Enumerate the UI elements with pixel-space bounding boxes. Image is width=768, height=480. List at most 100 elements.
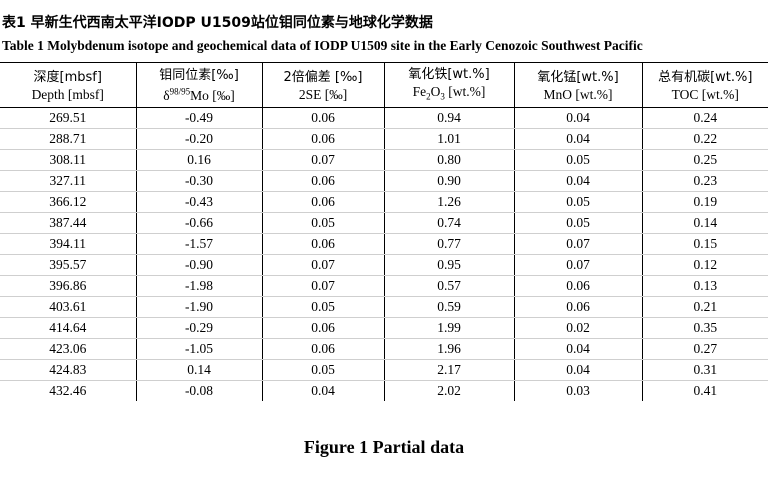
cell-2se: 0.05	[261, 359, 384, 381]
cell-depth: 403.61	[0, 296, 136, 318]
column-header-2se: 2倍偏差 [‰] 2SE [‰]	[261, 62, 384, 108]
cell-depth: 308.11	[0, 149, 136, 171]
column-header-mno: 氧化锰[wt.%] MnO [wt.%]	[513, 62, 642, 108]
table-row: 269.51 -0.49 0.06 0.94 0.04 0.24	[0, 107, 768, 129]
cell-mno: 0.07	[513, 233, 642, 255]
cell-2se: 0.06	[261, 338, 384, 360]
column-header-cn: 钼同位素[‰]	[159, 67, 239, 83]
column-header-fe2o3: 氧化铁[wt.%] Fe2O3 [wt.%]	[383, 62, 514, 108]
cell-2se: 0.06	[261, 191, 384, 213]
fe2o3-unit: [wt.%]	[444, 83, 486, 99]
cell-2se: 0.06	[261, 233, 384, 255]
o-subscript: 3	[440, 91, 445, 102]
cell-toc: 0.14	[641, 212, 768, 234]
cell-mo-isotope: -1.57	[135, 233, 262, 255]
fe-subscript: 2	[426, 91, 431, 102]
column-header-cn: 2倍偏差 [‰]	[283, 69, 363, 85]
column-header-cn: 深度[mbsf]	[33, 69, 102, 85]
cell-toc: 0.25	[641, 149, 768, 171]
cell-depth: 414.64	[0, 317, 136, 339]
table-title-english: Table 1 Molybdenum isotope and geochemic…	[2, 38, 643, 53]
column-header-mo-isotope: 钼同位素[‰] δ98/95Mo [‰]	[135, 62, 262, 108]
table-header-row: 深度[mbsf] Depth [mbsf] 钼同位素[‰] δ98/95Mo […	[0, 62, 768, 108]
table-row: 395.57 -0.90 0.07 0.95 0.07 0.12	[0, 254, 768, 276]
column-header-en: δ98/95Mo [‰]	[163, 86, 235, 104]
cell-mo-isotope: -0.43	[135, 191, 262, 213]
cell-depth: 395.57	[0, 254, 136, 276]
cell-mno: 0.05	[513, 212, 642, 234]
cell-toc: 0.24	[641, 107, 768, 129]
cell-2se: 0.05	[261, 212, 384, 234]
cell-toc: 0.35	[641, 317, 768, 339]
cell-mo-isotope: -0.29	[135, 317, 262, 339]
cell-toc: 0.19	[641, 191, 768, 213]
cell-2se: 0.06	[261, 128, 384, 150]
cell-fe2o3: 1.01	[383, 128, 514, 150]
cell-fe2o3: 0.94	[383, 107, 514, 129]
cell-depth: 432.46	[49, 383, 87, 398]
cell-2se: 0.07	[261, 254, 384, 276]
cell-mo-isotope: 0.14	[135, 359, 262, 381]
column-header-en: 2SE [‰]	[298, 86, 348, 102]
figure-caption: Figure 1 Partial data	[303, 437, 465, 457]
table-row: 432.46 -0.08 0.04 2.02 0.03 0.41	[0, 380, 768, 401]
delta-symbol: δ	[163, 88, 170, 104]
cell-fe2o3: 0.77	[383, 233, 514, 255]
table-row: 414.64 -0.29 0.06 1.99 0.02 0.35	[0, 317, 768, 339]
cell-mno: 0.02	[513, 317, 642, 339]
column-header-toc: 总有机碳[wt.%] TOC [wt.%]	[641, 62, 768, 108]
table-row: 424.83 0.14 0.05 2.17 0.04 0.31	[0, 359, 768, 381]
cell-mno: 0.05	[513, 149, 642, 171]
data-table: 深度[mbsf] Depth [mbsf] 钼同位素[‰] δ98/95Mo […	[0, 62, 768, 401]
cell-mo-isotope: -0.08	[135, 380, 262, 401]
cell-mo-isotope: -0.49	[135, 107, 262, 129]
table-row: 308.11 0.16 0.07 0.80 0.05 0.25	[0, 149, 768, 171]
cell-toc: 0.22	[641, 128, 768, 150]
cell-fe2o3: 2.02	[383, 380, 514, 401]
cell-depth: 288.71	[0, 128, 136, 150]
cell-depth: 269.51	[0, 107, 136, 129]
cell-mno: 0.04	[513, 338, 642, 360]
column-header-cn: 总有机碳[wt.%]	[658, 69, 753, 85]
cell-toc: 0.21	[641, 296, 768, 318]
cell-mno: 0.06	[513, 275, 642, 297]
table-row: 423.06 -1.05 0.06 1.96 0.04 0.27	[0, 338, 768, 360]
cell-fe2o3: 0.90	[383, 170, 514, 192]
cell-toc: 0.15	[641, 233, 768, 255]
column-header-en: TOC [wt.%]	[671, 86, 739, 102]
cell-fe2o3: 0.95	[383, 254, 514, 276]
cell-2se: 0.06	[261, 170, 384, 192]
table-title-chinese: 表1 早新生代西南太平洋IODP U1509站位钼同位素与地球化学数据	[2, 15, 433, 31]
cell-toc: 0.12	[641, 254, 768, 276]
cell-2se: 0.07	[261, 149, 384, 171]
cell-mo-isotope: -1.98	[135, 275, 262, 297]
cell-2se: 0.07	[261, 275, 384, 297]
cell-toc: 0.41	[641, 380, 768, 401]
cell-fe2o3: 1.26	[383, 191, 514, 213]
cell-fe2o3: 2.17	[383, 359, 514, 381]
table-header: 深度[mbsf] Depth [mbsf] 钼同位素[‰] δ98/95Mo […	[0, 62, 768, 108]
cell-depth: 394.11	[0, 233, 136, 255]
cell-depth: 423.06	[0, 338, 136, 360]
cell-mo-isotope: -0.66	[135, 212, 262, 234]
column-header-cn: 氧化铁[wt.%]	[408, 66, 490, 82]
column-header-en: MnO [wt.%]	[543, 86, 613, 102]
isotope-superscript: 98/95	[169, 86, 191, 97]
table-row: 403.61 -1.90 0.05 0.59 0.06 0.21	[0, 296, 768, 318]
cell-mno: 0.05	[513, 191, 642, 213]
cell-fe2o3: 0.57	[383, 275, 514, 297]
cell-2se: 0.05	[261, 296, 384, 318]
table-row: 387.44 -0.66 0.05 0.74 0.05 0.14	[0, 212, 768, 234]
cell-2se: 0.06	[261, 107, 384, 129]
cell-mno: 0.04	[513, 359, 642, 381]
table-row: 394.11 -1.57 0.06 0.77 0.07 0.15	[0, 233, 768, 255]
cell-fe2o3: 0.59	[383, 296, 514, 318]
table-row: 288.71 -0.20 0.06 1.01 0.04 0.22	[0, 128, 768, 150]
cell-fe2o3: 1.96	[383, 338, 514, 360]
column-header-en: Fe2O3 [wt.%]	[413, 83, 486, 102]
cell-mo-isotope: -1.90	[135, 296, 262, 318]
cell-mo-isotope: -0.30	[135, 170, 262, 192]
column-header-en: Depth [mbsf]	[31, 86, 104, 102]
cell-mno: 0.03	[513, 380, 642, 401]
cell-mno: 0.06	[513, 296, 642, 318]
